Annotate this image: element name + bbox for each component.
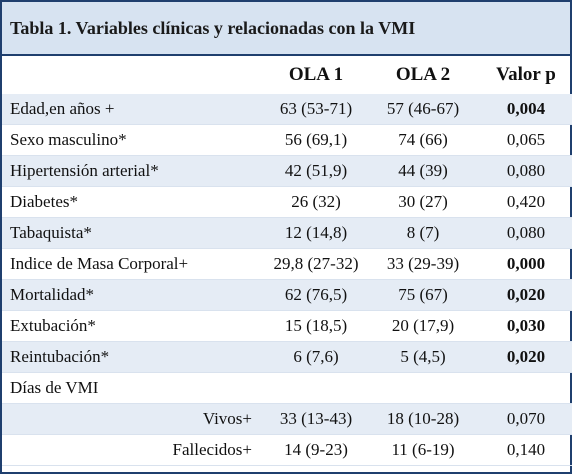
cell-ola1: 42 (51,9)	[260, 155, 372, 188]
cell-ola2	[372, 372, 474, 405]
cell-ola1: 15 (18,5)	[260, 310, 372, 343]
cell-ola1: 62 (76,5)	[260, 279, 372, 312]
header-ola1: OLA 1	[288, 64, 344, 85]
cell-p-value: 0,080	[474, 217, 572, 250]
cell-p-value: 0,000	[474, 248, 572, 281]
row-label: Tabaquista*	[2, 217, 260, 250]
cell-ola1: 6 (7,6)	[260, 341, 372, 374]
row-label: Edad,en años +	[2, 94, 260, 126]
cell-ola2: 33 (29-39)	[372, 248, 474, 281]
cell-ola2: 11 (6-19)	[372, 434, 474, 467]
cell-p-value: 0,020	[474, 341, 572, 374]
cell-ola1: 12 (14,8)	[260, 217, 372, 250]
table-title: Tabla 1. Variables clínicas y relacionad…	[2, 2, 570, 56]
cell-p-value: 0,140	[474, 434, 572, 467]
table-row: Indice de Masa Corporal+ 29,8 (27-32) 33 (…	[2, 248, 572, 281]
row-label: Fallecidos+	[2, 434, 260, 467]
table-row: Extubación* 15 (18,5) 20 (17,9) 0,030	[2, 310, 572, 343]
cell-p-value: 0,420	[474, 186, 572, 219]
cell-ola2: 44 (39)	[372, 155, 474, 188]
table-row: Hipertensión arterial* 42 (51,9) 44 (39) 0,…	[2, 155, 572, 188]
cell-ola1: 26 (32)	[260, 186, 372, 219]
cell-ola1: 33 (13-43)	[260, 403, 372, 436]
header-p-value: Valor p	[496, 64, 556, 85]
table-row: Vivos+ 33 (13-43) 18 (10-28) 0,070	[2, 403, 572, 436]
header-empty-cell	[2, 56, 260, 94]
table-row: Tabaquista* 12 (14,8) 8 (7) 0,080	[2, 217, 572, 250]
table-row: Diabetes* 26 (32) 30 (27) 0,420	[2, 186, 572, 219]
cell-p-value: 0,070	[474, 403, 572, 436]
row-label: Diabetes*	[2, 186, 260, 219]
data-table: OLA 1 OLA 2 Valor p Edad,en años +63 (53…	[2, 56, 572, 467]
row-label: Sexo masculino*	[2, 124, 260, 157]
cell-ola2: 8 (7)	[372, 217, 474, 250]
cell-ola2: 18 (10-28)	[372, 403, 474, 436]
table-row: Sexo masculino* 56 (69,1) 74 (66) 0,065	[2, 124, 572, 157]
row-label: Mortalidad*	[2, 279, 260, 312]
row-label: Reintubación*	[2, 341, 260, 374]
cell-ola2: 30 (27)	[372, 186, 474, 219]
table-row: Días de VMI	[2, 372, 572, 405]
cell-ola2: 5 (4,5)	[372, 341, 474, 374]
cell-ola1: 14 (9-23)	[260, 434, 372, 467]
table-row: Mortalidad* 62 (76,5) 75 (67) 0,020	[2, 279, 572, 312]
cell-p-value: 0,030	[474, 310, 572, 343]
row-label: Indice de Masa Corporal+	[2, 248, 260, 281]
table-header-row: OLA 1 OLA 2 Valor p	[2, 56, 572, 94]
cell-p-value: 0,020	[474, 279, 572, 312]
row-label: Hipertensión arterial*	[2, 155, 260, 188]
cell-ola1	[260, 372, 372, 405]
cell-p-value	[474, 372, 572, 405]
cell-ola2: 57 (46-67)	[372, 94, 474, 126]
cell-ola2: 20 (17,9)	[372, 310, 474, 343]
cell-ola2: 75 (67)	[372, 279, 474, 312]
row-label: Días de VMI	[2, 372, 260, 405]
cell-ola1: 29,8 (27-32)	[260, 248, 372, 281]
table-row: Reintubación* 6 (7,6) 5 (4,5) 0,020	[2, 341, 572, 374]
cell-p-value: 0,004	[474, 94, 572, 126]
row-label: Vivos+	[2, 403, 260, 436]
row-label: Extubación*	[2, 310, 260, 343]
table-body: Edad,en años +63 (53-71) 57 (46-67) 0,004 S…	[2, 94, 572, 467]
cell-ola1: 63 (53-71)	[260, 94, 372, 126]
cell-p-value: 0,080	[474, 155, 572, 188]
cell-ola1: 56 (69,1)	[260, 124, 372, 157]
header-ola2: OLA 2	[395, 64, 451, 85]
table-row: Fallecidos+ 14 (9-23) 11 (6-19) 0,140	[2, 434, 572, 467]
table-row: Edad,en años +63 (53-71) 57 (46-67) 0,004	[2, 94, 572, 126]
cell-p-value: 0,065	[474, 124, 572, 157]
cell-ola2: 74 (66)	[372, 124, 474, 157]
